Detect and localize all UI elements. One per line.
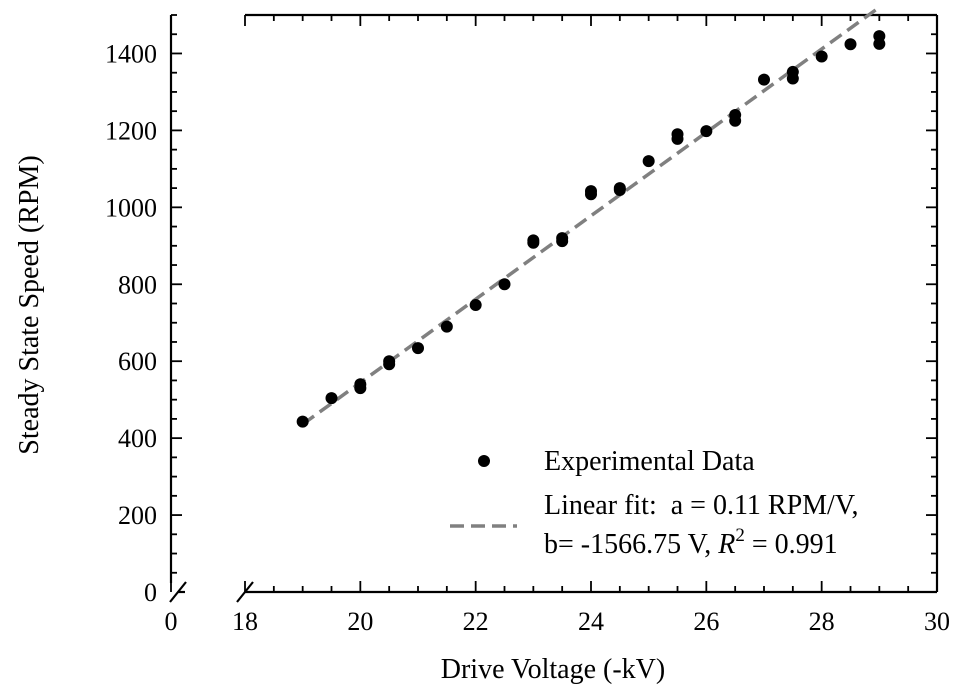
legend: Experimental Data Linear fit: a = 0.11 R… [450,446,858,560]
data-point [815,50,828,63]
data-point [729,109,742,122]
data-point [585,185,597,198]
data-point [383,355,396,368]
data-point [671,128,684,141]
data-point [325,392,338,405]
data-point [527,234,540,247]
x-tick-label: 30 [924,607,950,636]
linear-fit-line [301,5,881,426]
fit-line-layer [301,5,881,426]
legend-label-experimental: Experimental Data [544,446,755,477]
legend-marker-experimental [478,455,490,467]
data-point [786,65,799,78]
x-tick-label: 26 [693,607,719,636]
y-tick-label-zero: 0 [144,578,157,607]
y-axis-break-mark [169,581,187,603]
data-point [469,299,482,312]
data-point [412,342,424,355]
legend-label-linear-fit-line1: Linear fit: a = 0.11 RPM/V, [544,490,858,521]
x-tick-label: 24 [578,607,604,636]
tick-labels: 18 20 22 24 26 28 30 0 200 400 600 800 1000 1200 1400 0 [105,39,950,636]
data-point [440,320,453,333]
y-tick-label: 1000 [105,193,157,222]
x-axis-label: Drive Voltage (-kV) [441,654,665,685]
data-point [844,38,857,51]
axis-ticks [170,14,938,592]
y-tick-label: 200 [118,501,157,530]
data-point [613,182,626,195]
data-point [700,125,713,138]
y-tick-label: 800 [118,270,157,299]
y-tick-label: 1200 [105,116,157,145]
data-points [296,30,886,428]
data-point [758,73,770,86]
data-point [556,232,569,245]
y-tick-label: 600 [118,347,157,376]
data-point [873,30,886,43]
x-tick-label: 22 [463,607,489,636]
data-point [498,278,511,291]
x-tick-label-zero: 0 [165,607,178,636]
legend-label-linear-fit-line2: b= -1566.75 V, R2 = 0.991 [544,525,838,560]
y-axis-label: Steady State Speed (RPM) [14,155,45,454]
y-tick-label: 1400 [105,39,157,68]
data-point [354,378,367,391]
data-point [296,415,309,428]
x-tick-label: 20 [347,607,373,636]
x-tick-label: 18 [232,607,258,636]
data-point [642,155,655,168]
y-tick-label: 400 [118,424,157,453]
x-tick-label: 28 [809,607,835,636]
